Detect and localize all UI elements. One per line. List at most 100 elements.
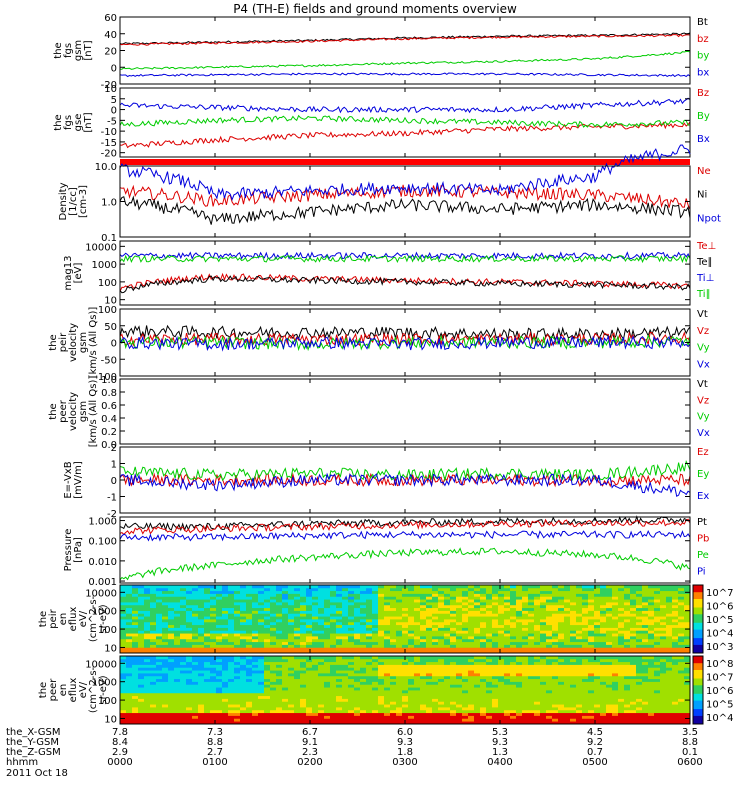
spectrogram-cell — [246, 599, 253, 603]
ylabel-line: the — [53, 42, 64, 58]
spectrogram-cell — [210, 630, 217, 634]
spectrogram-cell — [408, 670, 415, 674]
legend-bz: bz — [697, 34, 709, 45]
spectrogram-cell — [468, 602, 475, 606]
spectrogram-cell — [282, 690, 289, 694]
spectrogram-cell — [684, 607, 691, 611]
spectrogram-cell — [570, 607, 577, 611]
spectrogram-cell — [492, 627, 499, 631]
spectrogram-cell — [186, 619, 193, 623]
spectrogram-cell — [120, 619, 127, 623]
spectrogram-cell — [132, 638, 139, 643]
spectrogram-cell — [474, 602, 481, 606]
spectrogram-cell — [576, 630, 583, 634]
spectrogram-cell — [168, 616, 175, 620]
spectrogram-cell — [264, 707, 271, 711]
spectrogram-cell — [354, 673, 361, 677]
spectrogram-cell — [666, 627, 673, 631]
spectrogram-cell — [474, 681, 481, 685]
spectrogram-cell — [492, 681, 499, 685]
spectrogram-cell — [414, 644, 421, 648]
spectrogram-cell — [600, 610, 607, 614]
spectrogram-cell — [150, 585, 157, 589]
spectrogram-cell — [138, 590, 145, 594]
spectrogram-cell — [612, 690, 619, 694]
spectrogram-cell — [606, 707, 613, 711]
spectrogram-cell — [630, 687, 637, 691]
spectrogram-cell — [534, 664, 541, 668]
spectrogram-cell — [684, 610, 691, 614]
spectrogram-cell — [372, 630, 379, 634]
spectrogram-cell — [264, 619, 271, 623]
spectrogram-cell — [462, 701, 469, 705]
spectrogram-cell — [138, 695, 145, 699]
spectrogram-cell — [600, 709, 607, 714]
spectrogram-cell — [618, 673, 625, 677]
spectrogram-cell — [678, 684, 685, 688]
spectrogram-cell — [384, 673, 391, 677]
spectrogram-cell — [240, 627, 247, 631]
spectrogram-cell — [654, 616, 661, 620]
spectrogram-cell — [594, 704, 601, 708]
spectrogram-cell — [204, 718, 211, 722]
spectrogram-cell — [624, 664, 631, 668]
spectrogram-cell — [594, 636, 601, 640]
spectrogram-cell — [150, 709, 157, 714]
spectrogram-cell — [186, 656, 193, 660]
spectrogram-cell — [462, 721, 469, 725]
spectrogram-cell — [372, 695, 379, 699]
spectrogram-cell — [294, 619, 301, 623]
spectrogram-cell — [534, 681, 541, 685]
spectrogram-cell — [240, 704, 247, 708]
colorbar-segment — [693, 608, 703, 611]
spectrogram-cell — [666, 715, 673, 719]
spectrogram-cell — [228, 647, 235, 651]
spectrogram-cell — [444, 709, 451, 714]
spectrogram-cell — [216, 687, 223, 691]
spectrogram-cell — [468, 667, 475, 671]
spectrogram-cell — [588, 610, 595, 614]
spectrogram-cell — [486, 593, 493, 597]
spectrogram-cell — [144, 619, 151, 623]
spectrogram-cell — [216, 681, 223, 685]
spectrogram-cell — [444, 607, 451, 611]
spectrogram-cell — [564, 678, 571, 682]
spectrogram-cell — [540, 678, 547, 682]
spectrogram-cell — [186, 698, 193, 702]
spectrogram-cell — [174, 712, 181, 716]
spectrogram-cell — [288, 585, 295, 589]
spectrogram-cell — [576, 641, 583, 645]
spectrogram-cell — [408, 590, 415, 594]
spectrogram-cell — [264, 721, 271, 725]
spectrogram-cell — [210, 673, 217, 677]
spectrogram-cell — [642, 610, 649, 614]
spectrogram-cell — [150, 690, 157, 694]
spectrogram-cell — [636, 630, 643, 634]
spectrogram-cell — [276, 664, 283, 668]
spectrogram-cell — [504, 607, 511, 611]
spectrogram-cell — [156, 587, 163, 592]
spectrogram-cell — [504, 593, 511, 597]
spectrogram-cell — [264, 593, 271, 597]
spectrogram-cell — [510, 587, 517, 592]
spectrogram-cell — [312, 616, 319, 620]
spectrogram-cell — [294, 638, 301, 643]
spectrogram-cell — [246, 664, 253, 668]
spectrogram-cell — [132, 695, 139, 699]
spectrogram-cell — [288, 678, 295, 682]
spectrogram-cell — [132, 644, 139, 648]
spectrogram-cell — [558, 613, 565, 617]
colorbar-segment — [693, 595, 703, 598]
ytick-label: 50 — [104, 322, 117, 333]
spectrogram-cell — [306, 610, 313, 614]
spectrogram-cell — [516, 715, 523, 719]
spectrogram-cell — [510, 624, 517, 628]
spectrogram-cell — [294, 673, 301, 677]
spectrogram-cell — [396, 715, 403, 719]
spectrogram-cell — [624, 610, 631, 614]
spectrogram-cell — [132, 718, 139, 722]
spectrogram-cell — [324, 658, 331, 663]
spectrogram-cell — [588, 681, 595, 685]
spectrogram-cell — [258, 587, 265, 592]
spectrogram-cell — [378, 610, 385, 614]
